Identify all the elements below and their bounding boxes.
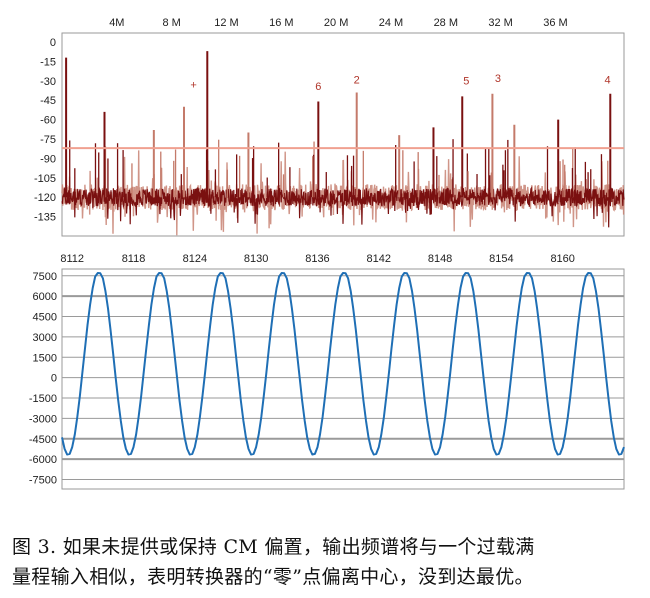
time-waveform-series <box>61 272 625 456</box>
caption-line-1: 图 3. 如果未提供或保持 CM 偏置，输出频谱将与一个过载满 <box>12 536 535 558</box>
time-x-tick-label: 8154 <box>489 253 513 265</box>
time-plot-frame <box>61 268 625 490</box>
time-domain-chart: 7500 6000 4500 3000 1500 0 -1500 -3000 -4500 -600… <box>29 253 625 490</box>
spectrum-y-tick-label: -60 <box>40 115 56 127</box>
spectrum-x-tick-label: 8 M <box>162 17 180 29</box>
spectrum-harmonic-label: + <box>190 80 196 92</box>
spectrum-y-tick-label: -105 <box>34 173 56 185</box>
time-y-tick-label: -4500 <box>29 434 57 446</box>
time-x-tick-label: 8142 <box>367 253 391 265</box>
spectrum-x-tick-label: 36 M <box>543 17 567 29</box>
spectrum-y-tick-label: -90 <box>40 153 56 165</box>
spectrum-x-tick-label: 32 M <box>488 17 512 29</box>
spectrum-harmonic-label: 2 <box>354 74 360 86</box>
spectrum-noise-trace <box>61 186 625 228</box>
spectrum-x-tick-label: 4M <box>109 17 124 29</box>
time-y-tick-label: 6000 <box>33 291 57 303</box>
time-y-tick-label: 7500 <box>33 271 57 283</box>
time-y-tick-label: 3000 <box>33 332 57 344</box>
spectrum-y-tick-label: -45 <box>40 95 56 107</box>
spectrum-y-tick-label: 0 <box>50 37 56 49</box>
time-x-tick-label: 8112 <box>60 253 84 265</box>
caption-line-2: 量程输入相似，表明转换器的“零”点偏离中心，没到达最优。 <box>12 566 534 588</box>
time-y-tick-label: -3000 <box>29 413 57 425</box>
spectrum-y-tick-label: -15 <box>40 56 56 68</box>
time-y-tick-label: -7500 <box>29 474 57 486</box>
spectrum-y-tick-label: -135 <box>34 212 56 224</box>
spectrum-harmonic-label: 5 <box>463 76 469 88</box>
time-y-tick-label: -1500 <box>29 393 57 405</box>
spectrum-y-tick-label: -75 <box>40 134 56 146</box>
spectrum-x-tick-label: 28 M <box>434 17 458 29</box>
time-x-tick-label: 8118 <box>122 253 146 265</box>
spectrum-x-tick-label: 16 M <box>269 17 293 29</box>
time-y-tick-label: 1500 <box>33 352 57 364</box>
spectrum-harmonic-label: 3 <box>495 73 501 85</box>
spectrum-x-tick-label: 20 M <box>324 17 348 29</box>
spectrum-chart: 4M 8 M 12 M 16 M 20 M 24 M 28 M 32 M 36 M 0 -15 -30… <box>34 17 625 237</box>
time-y-tick-label: 0 <box>51 373 57 385</box>
time-y-tick-label: -6000 <box>29 454 57 466</box>
spectrum-harmonic-label: 6 <box>315 81 321 93</box>
time-y-tick-label: 4500 <box>33 312 57 324</box>
figure-caption: 图 3. 如果未提供或保持 CM 偏置，输出频谱将与一个过载满 量程输入相似，表… <box>12 532 642 592</box>
spectrum-y-tick-label: -120 <box>34 192 56 204</box>
time-x-tick-label: 8136 <box>305 253 329 265</box>
spectrum-harmonic-label: 4 <box>604 74 610 86</box>
spectrum-x-tick-label: 24 M <box>379 17 403 29</box>
time-x-tick-label: 8130 <box>244 253 268 265</box>
time-x-tick-label: 8148 <box>428 253 452 265</box>
spectrum-x-tick-label: 12 M <box>214 17 238 29</box>
spectrum-y-tick-label: -30 <box>40 76 56 88</box>
time-x-tick-label: 8160 <box>550 253 574 265</box>
figure-canvas: 4M 8 M 12 M 16 M 20 M 24 M 28 M 32 M 36 M 0 -15 -30… <box>29 17 625 490</box>
time-x-tick-label: 8124 <box>183 253 207 265</box>
